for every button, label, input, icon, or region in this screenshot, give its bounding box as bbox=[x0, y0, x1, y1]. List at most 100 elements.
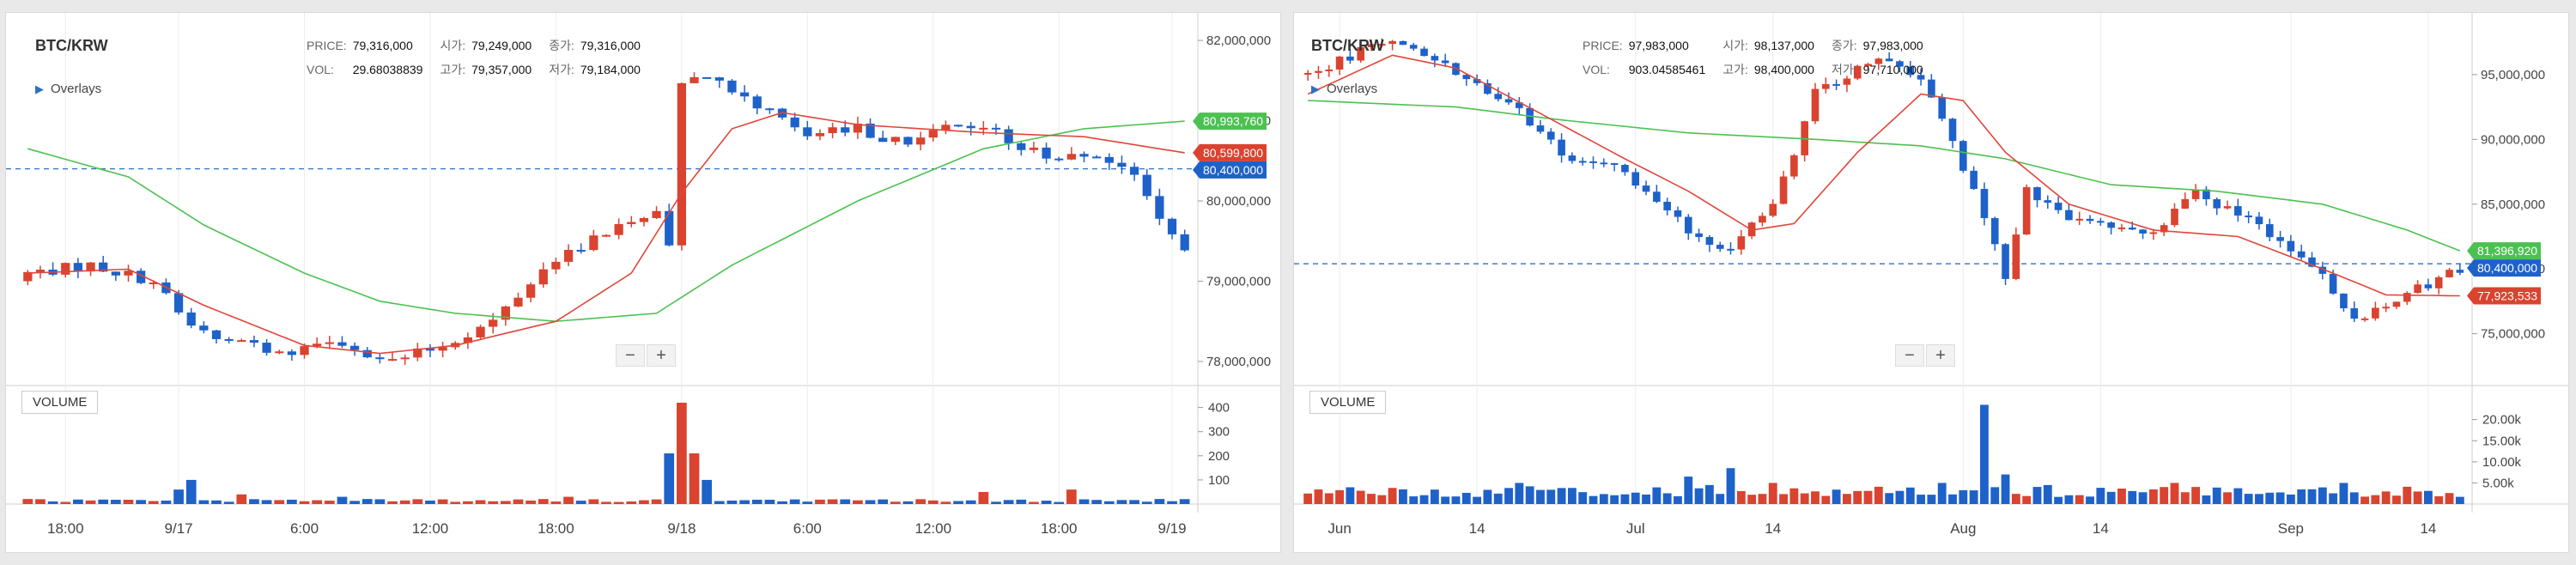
candle-body bbox=[1948, 118, 1957, 142]
zoom-out-button[interactable]: − bbox=[616, 344, 645, 367]
candle-body bbox=[2171, 209, 2178, 226]
candle-body bbox=[2456, 270, 2464, 273]
volume-bar bbox=[739, 500, 750, 504]
volume-bar bbox=[1747, 495, 1757, 504]
candle-body bbox=[677, 82, 686, 246]
zoom-in-button[interactable]: + bbox=[647, 344, 676, 367]
candle-body bbox=[362, 349, 372, 358]
volume-bar bbox=[1948, 494, 1957, 504]
open-label: 시가: bbox=[440, 39, 466, 52]
volume-bar bbox=[1493, 493, 1503, 504]
candle-body bbox=[1325, 70, 1334, 72]
volume-bar bbox=[1789, 488, 1799, 504]
volume-bar bbox=[1388, 488, 1397, 504]
candle-body bbox=[476, 326, 485, 337]
candle-body bbox=[2234, 206, 2242, 216]
overlays-label: Overlays bbox=[1327, 82, 1378, 96]
volume-bar bbox=[2307, 489, 2317, 504]
price-label: PRICE: bbox=[1583, 39, 1623, 52]
candle-body bbox=[1473, 79, 1481, 83]
volume-bar bbox=[1642, 494, 1650, 504]
open-label: 시가: bbox=[1722, 39, 1748, 52]
candle-body bbox=[111, 271, 120, 276]
candle-body bbox=[61, 263, 70, 275]
candle-body bbox=[73, 263, 83, 272]
candle-body bbox=[2414, 284, 2421, 294]
x-tick-label: 6:00 bbox=[290, 520, 319, 537]
volume-bar bbox=[1917, 495, 1926, 504]
expand-triangle-icon: ▶ bbox=[1311, 82, 1320, 95]
candle-body bbox=[1631, 172, 1640, 186]
candle-body bbox=[627, 222, 636, 224]
candle-body bbox=[1117, 162, 1127, 167]
price-label: PRICE: bbox=[307, 39, 347, 52]
volume-bar bbox=[198, 500, 210, 504]
volume-bar bbox=[689, 453, 700, 504]
candle-body bbox=[1759, 216, 1766, 223]
overlays-toggle[interactable]: ▶ Overlays bbox=[35, 82, 101, 96]
volume-bar bbox=[387, 501, 398, 504]
volume-bar bbox=[337, 496, 348, 504]
candle-body bbox=[966, 125, 975, 129]
candle-body bbox=[1042, 147, 1051, 159]
volume-bar bbox=[651, 499, 662, 504]
volume-bar bbox=[2297, 489, 2306, 504]
candle-body bbox=[1695, 233, 1703, 238]
volume-bar bbox=[185, 479, 197, 504]
candle-body bbox=[1129, 167, 1139, 175]
candle-body bbox=[1600, 162, 1608, 165]
volume-bar bbox=[639, 500, 649, 504]
candle-body bbox=[300, 346, 309, 355]
volume-bar bbox=[361, 499, 373, 504]
volume-bar bbox=[827, 499, 838, 504]
volume-bar bbox=[412, 499, 423, 504]
zoom-out-button[interactable]: − bbox=[1895, 344, 1924, 367]
volume-bar bbox=[2403, 486, 2412, 504]
volume-bar bbox=[1937, 483, 1947, 504]
volume-bar bbox=[1167, 501, 1177, 504]
candle-body bbox=[2360, 318, 2369, 320]
volume-bar bbox=[2106, 491, 2116, 504]
volume-bar bbox=[349, 501, 360, 504]
candle-body bbox=[1896, 61, 1904, 67]
volume-bar bbox=[1324, 493, 1334, 504]
vol-label: VOL: bbox=[1583, 63, 1610, 76]
candle-body bbox=[1315, 70, 1322, 73]
candle-body bbox=[1917, 75, 1925, 80]
x-tick-label: Jun bbox=[1327, 520, 1351, 537]
volume-bar bbox=[2032, 487, 2042, 504]
volume-bar bbox=[324, 501, 335, 504]
volume-bar bbox=[1905, 487, 1915, 504]
candle-body bbox=[2075, 218, 2084, 221]
high-value: 98,400,000 bbox=[1753, 63, 1814, 76]
candle-body bbox=[287, 351, 296, 355]
candle-body bbox=[1167, 218, 1177, 234]
candle-body bbox=[1104, 156, 1114, 163]
volume-tick-label: 200 bbox=[1208, 449, 1230, 464]
volume-bar bbox=[1029, 501, 1039, 504]
volume-bar bbox=[1078, 499, 1090, 504]
volume-bar bbox=[2455, 496, 2464, 504]
candle-body bbox=[752, 96, 762, 109]
candle-body bbox=[702, 76, 712, 79]
candle-body bbox=[124, 270, 133, 276]
candle-body bbox=[538, 269, 548, 285]
volume-bar bbox=[47, 501, 58, 504]
y-tick-label: 82,000,000 bbox=[1206, 33, 1271, 48]
volume-bar bbox=[1473, 496, 1482, 504]
overlays-toggle[interactable]: ▶ Overlays bbox=[1311, 82, 1377, 96]
x-tick-label: 9/18 bbox=[667, 520, 696, 537]
volume-bar bbox=[1842, 494, 1851, 504]
candle-body bbox=[199, 325, 209, 331]
price-chart-svg[interactable]: 75,000,00080,000,00085,000,00090,000,000… bbox=[1294, 13, 2569, 553]
volume-bar bbox=[1811, 491, 1820, 504]
chart-panel-daily[interactable]: 75,000,00080,000,00085,000,00090,000,000… bbox=[1293, 12, 2569, 553]
volume-bar bbox=[136, 500, 146, 504]
volume-bar bbox=[601, 501, 611, 504]
volume-bar bbox=[1684, 477, 1693, 504]
zoom-in-button[interactable]: + bbox=[1926, 344, 1955, 367]
volume-bar bbox=[2128, 490, 2137, 504]
chart-panel-intraday[interactable]: 78,000,00079,000,00080,000,00081,000,000… bbox=[5, 12, 1281, 553]
candle-body bbox=[2297, 251, 2306, 258]
price-chart-svg[interactable]: 78,000,00079,000,00080,000,00081,000,000… bbox=[6, 13, 1281, 553]
